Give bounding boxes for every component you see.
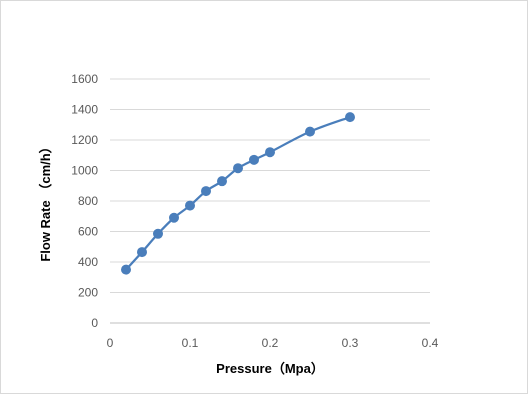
y-axis-title: Flow Rate （cm/h） (38, 140, 53, 261)
x-tick-label: 0.2 (262, 336, 279, 350)
x-tick-label: 0.3 (342, 336, 359, 350)
y-tick-label: 800 (78, 194, 98, 208)
y-tick-label: 1000 (71, 164, 98, 178)
y-tick-label: 200 (78, 286, 98, 300)
y-tick-label: 0 (91, 316, 98, 330)
y-tick-label: 1400 (71, 103, 98, 117)
data-point (169, 212, 179, 223)
data-point (153, 228, 163, 239)
x-tick-label: 0.4 (422, 336, 439, 350)
x-axis-tick-labels: 0 0.1 0.2 0.3 0.4 (107, 336, 439, 350)
x-tick-label: 0 (107, 336, 114, 350)
data-point (121, 264, 131, 275)
y-tick-label: 1600 (71, 72, 98, 86)
x-axis-title: Pressure（Mpa） (216, 361, 324, 376)
data-point (249, 154, 259, 165)
y-tick-label: 600 (78, 225, 98, 239)
data-point (185, 200, 195, 211)
y-tick-label: 1200 (71, 133, 98, 147)
data-point (305, 126, 315, 137)
gridlines (110, 78, 430, 293)
data-series (121, 112, 355, 275)
data-point (233, 163, 243, 174)
data-point (217, 176, 227, 187)
data-point (265, 147, 275, 158)
data-point (345, 112, 355, 123)
data-point (137, 247, 147, 258)
y-axis-tick-labels: 0 200 400 600 800 1000 1200 1400 1600 (71, 72, 98, 330)
y-tick-label: 400 (78, 255, 98, 269)
x-tick-label: 0.1 (182, 336, 199, 350)
data-point (201, 186, 211, 197)
